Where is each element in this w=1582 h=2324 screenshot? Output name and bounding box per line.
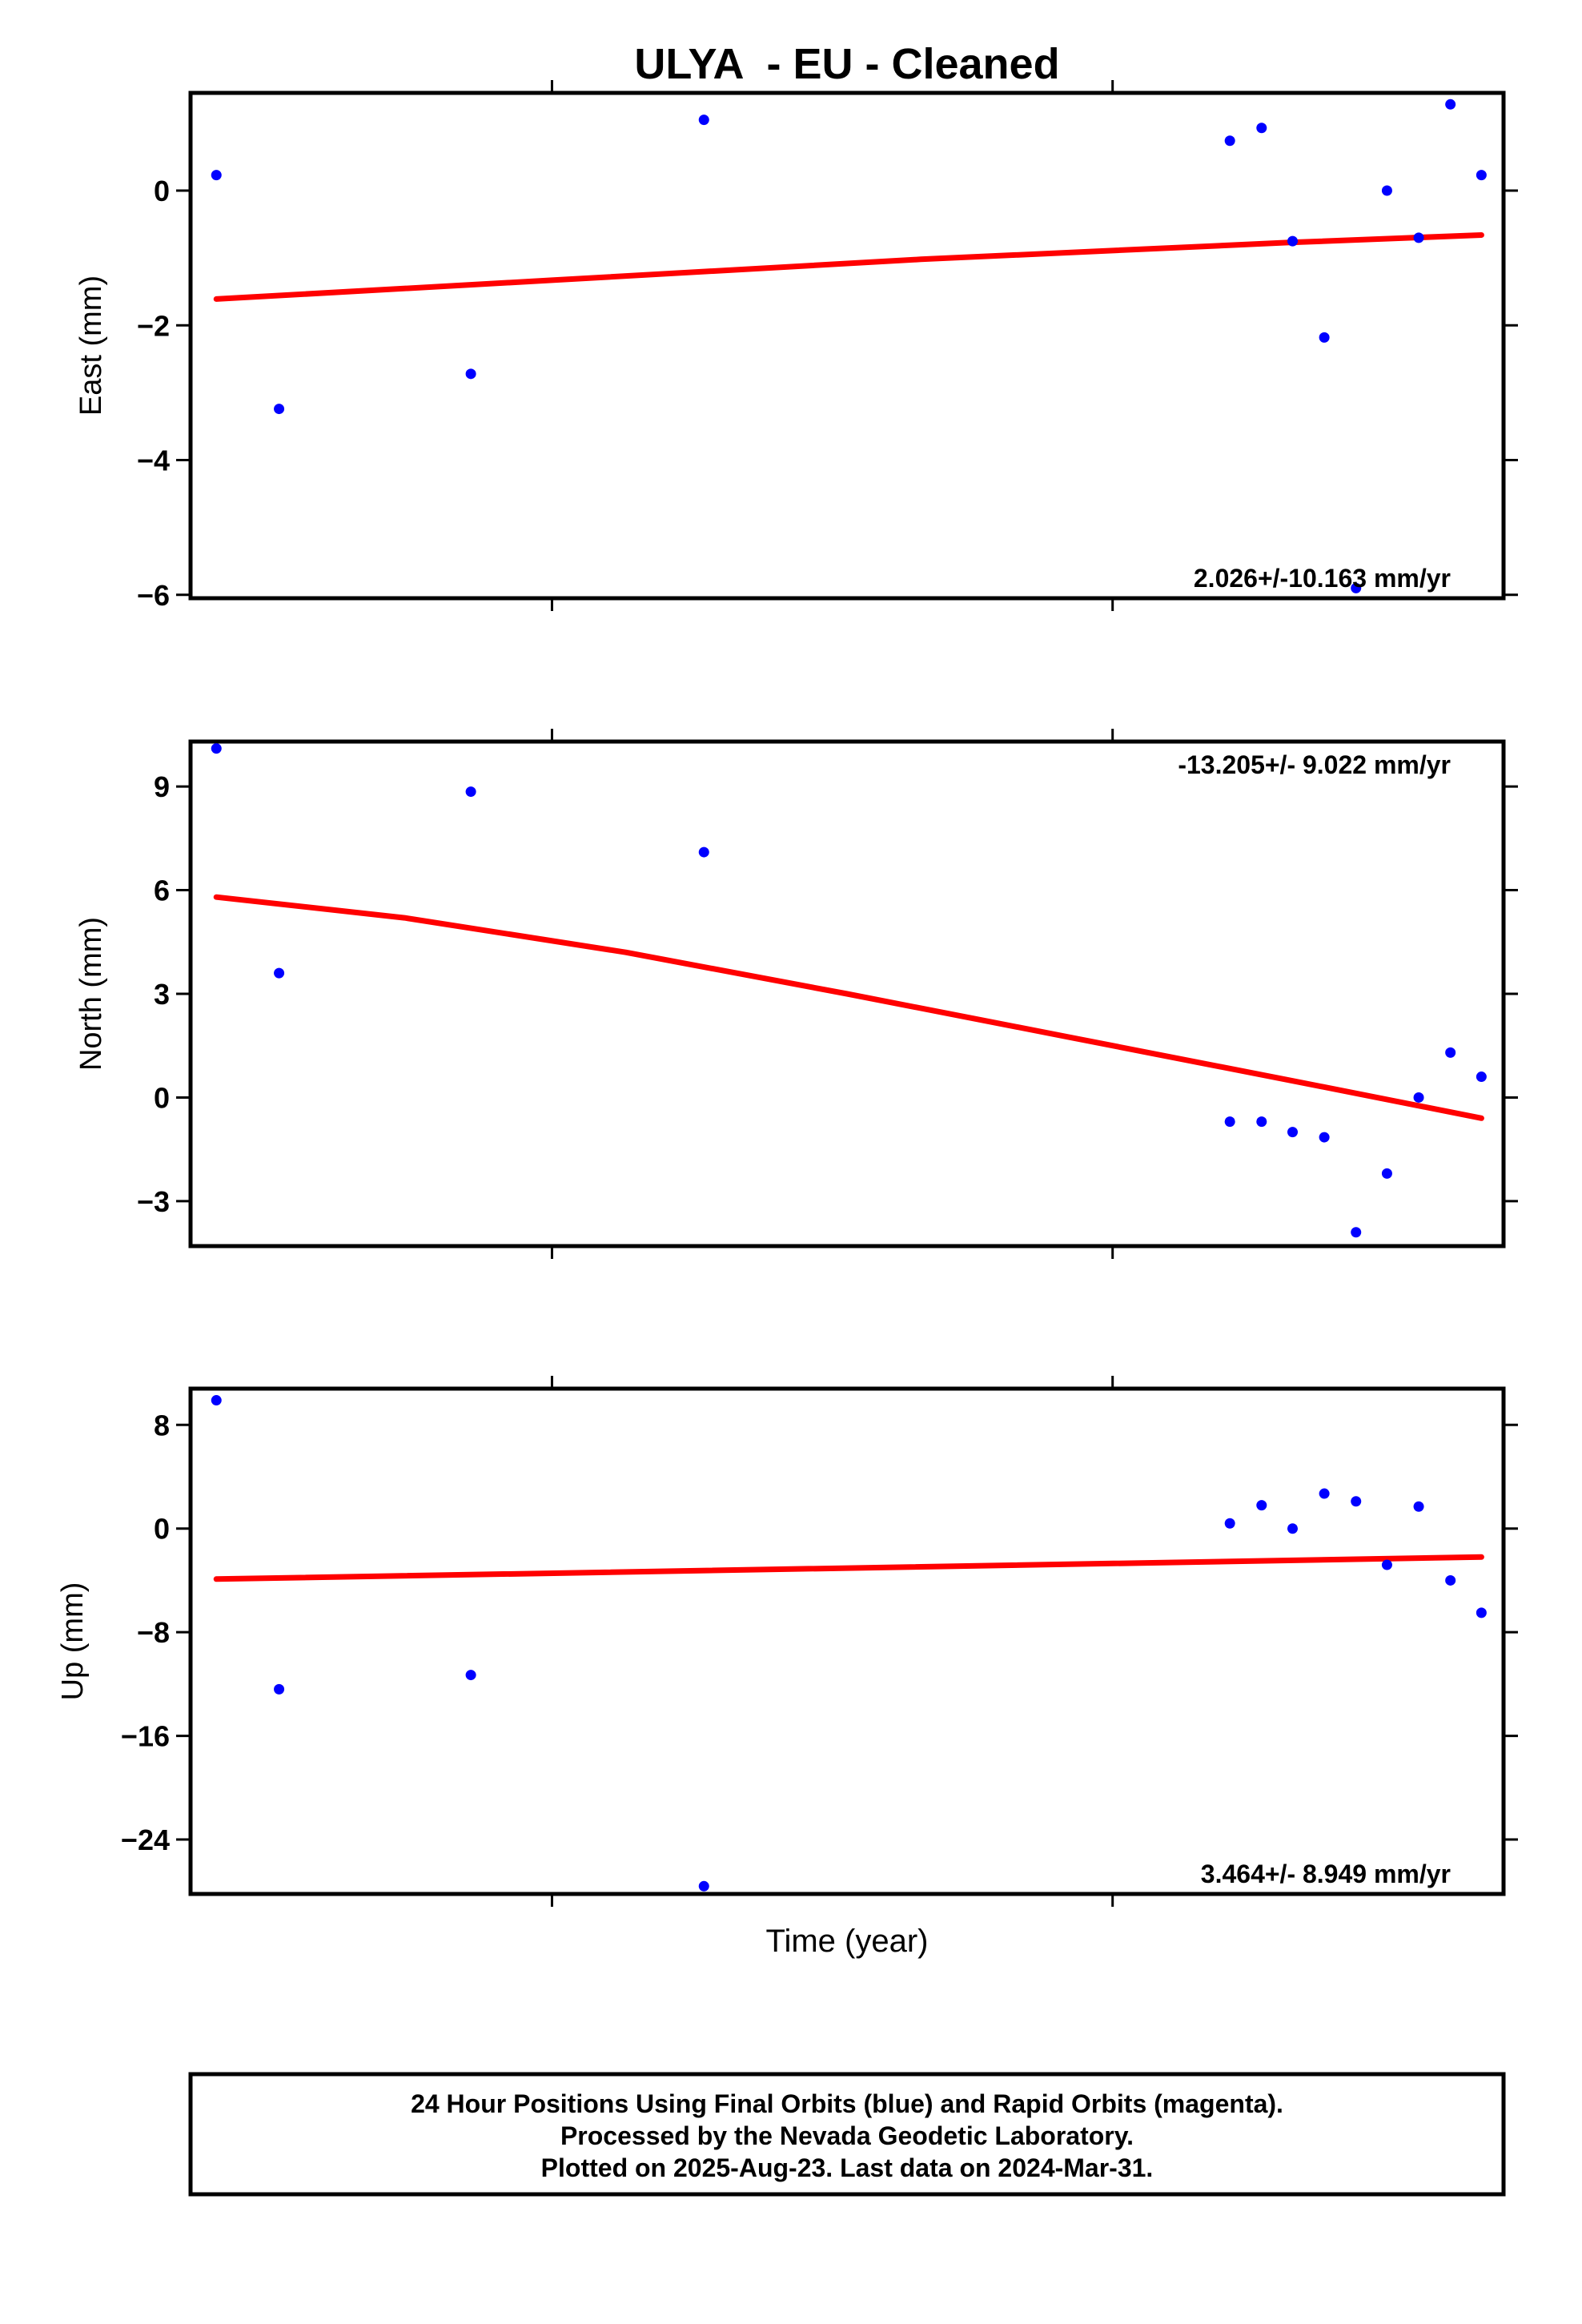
footer-line-3: Plotted on 2025-Aug-23. Last data on 202… [541,2153,1154,2182]
east-ytick-label: −4 [137,444,170,477]
up-ytick-label: 0 [154,1513,170,1546]
footer-line-2: Processed by the Nevada Geodetic Laborat… [560,2121,1134,2150]
up-ytick-label: 8 [154,1409,170,1441]
east-data-point [1256,123,1267,134]
north-fit-line [213,894,1484,1121]
up-data-point [1381,1559,1392,1570]
panels: 0 −2 −4 −6 East (mm) 2.026+/-10.163 mm/yr 9 6 3 0… [56,80,1518,1907]
north-data-point [1381,1168,1392,1179]
up-data-point [1413,1501,1424,1512]
north-rate-label: -13.205+/- 9.022 mm/yr [1178,750,1451,779]
east-panel: 0 −2 −4 −6 East (mm) 2.026+/-10.163 mm/yr [74,80,1518,612]
east-data-point [1381,185,1392,196]
up-data-point [1319,1488,1330,1499]
north-ytick-label: −3 [137,1185,170,1218]
east-frame [188,90,1506,601]
north-ytick-label: 3 [154,978,170,1011]
up-data-point [1224,1518,1235,1529]
east-data-point [274,404,285,415]
north-panel: 9 6 3 0 −3 North (mm) -13.205+/- 9.022 mm/yr [74,729,1518,1259]
north-data-point [1351,1227,1362,1238]
up-data-point [698,1880,709,1892]
x-axis-label: Time (year) [766,1924,929,1959]
east-data-point [465,368,476,380]
up-ytick-label: −16 [121,1720,170,1753]
north-data-point [1319,1132,1330,1143]
east-data-point [1287,235,1298,247]
north-data-point [465,786,476,798]
north-data-point [1445,1047,1456,1058]
east-data-point [698,115,709,126]
up-frame [188,1386,1506,1896]
east-data-point [1351,582,1362,593]
north-data-point [1224,1116,1235,1128]
north-data-point [211,743,222,754]
up-data-point [274,1683,285,1695]
north-ytick-label: 6 [154,875,170,907]
east-ytick-label: −2 [137,309,170,342]
up-ytick-label: −24 [121,1823,170,1856]
up-fit-line [213,1554,1484,1582]
north-data-point [1256,1116,1267,1128]
up-data-point [465,1670,476,1681]
north-data-point [1413,1092,1424,1103]
east-ytick-label: −6 [137,579,170,612]
north-data-point [1287,1127,1298,1138]
east-data-point [1445,99,1456,110]
footer-box: 24 Hour Positions Using Final Orbits (bl… [188,2072,1506,2197]
north-data-point [1476,1072,1487,1083]
east-data-point [1413,232,1424,243]
north-data-point [698,846,709,858]
up-data-point [1256,1500,1267,1511]
up-ytick-label: −8 [137,1616,170,1649]
east-ytick-label: 0 [154,175,170,207]
east-fit-line [213,232,1484,302]
east-data-point [1476,170,1487,181]
east-data-point [1224,135,1235,147]
up-rate-label: 3.464+/- 8.949 mm/yr [1201,1860,1451,1888]
north-ytick-label: 9 [154,770,170,803]
up-y-axis-label: Up (mm) [56,1582,90,1701]
north-y-axis-label: North (mm) [74,917,108,1071]
up-data-point [1445,1574,1456,1586]
north-data-point [274,967,285,979]
up-panel: 8 0 −8 −16 −24 Up (mm) 3.464+/- 8.949 mm/yr [56,1376,1518,1907]
east-data-point [1319,332,1330,343]
north-ytick-label: 0 [154,1081,170,1114]
up-data-point [1287,1523,1298,1534]
up-data-point [1476,1607,1487,1618]
east-y-axis-label: East (mm) [74,275,108,416]
east-data-point [211,170,222,181]
footer-line-1: 24 Hour Positions Using Final Orbits (bl… [411,2089,1283,2118]
up-data-point [1351,1496,1362,1507]
east-rate-label: 2.026+/-10.163 mm/yr [1194,564,1451,593]
up-data-point [211,1395,222,1406]
chart-title: ULYA - EU - Cleaned [634,40,1059,88]
